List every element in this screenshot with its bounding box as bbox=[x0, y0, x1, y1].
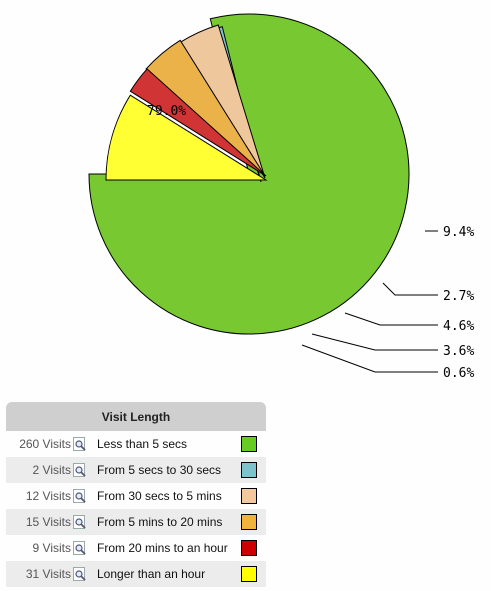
color-swatch bbox=[232, 483, 266, 509]
color-swatch bbox=[232, 457, 266, 483]
magnifier-icon[interactable] bbox=[73, 457, 95, 483]
slice-percent-label-3: 3.6% bbox=[443, 344, 474, 359]
slice-percent-label-1: 79.0% bbox=[147, 104, 186, 119]
pie-chart: 79.0% 0.6% 3.6% 4.6% 2.7% 9.4% bbox=[88, 13, 474, 381]
color-swatch bbox=[232, 535, 266, 561]
slice-percent-label-2: 0.6% bbox=[443, 366, 474, 381]
visit-count: 12 Visits bbox=[25, 489, 71, 503]
legend-header: Visit Length bbox=[6, 402, 266, 431]
magnifier-icon[interactable] bbox=[73, 561, 95, 587]
pie-slice-6 bbox=[105, 94, 268, 181]
leader-line-2 bbox=[301, 344, 438, 373]
visit-length-label: From 30 secs to 5 mins bbox=[97, 489, 222, 503]
legend-row: 9 Visits From 20 mins to an hour bbox=[6, 535, 266, 561]
legend-row: 31 Visits Longer than an hour bbox=[6, 561, 266, 587]
legend-row: 260 Visits Less than 5 secs bbox=[6, 431, 266, 457]
legend-row: 15 Visits From 5 mins to 20 mins bbox=[6, 509, 266, 535]
visit-count: 9 Visits bbox=[32, 541, 71, 555]
visit-length-label: Longer than an hour bbox=[95, 561, 232, 587]
visit-length-label: From 20 mins to an hour bbox=[97, 541, 228, 555]
visit-length-legend: Visit Length 260 Visits Less than 5 secs 2… bbox=[6, 402, 266, 587]
visit-length-label: Less than 5 secs bbox=[97, 437, 188, 451]
legend-row: 2 Visits From 5 secs to 30 secs bbox=[6, 457, 266, 483]
visit-count: 31 Visits bbox=[6, 561, 73, 587]
legend-row: 12 Visits From 30 secs to 5 mins bbox=[6, 483, 266, 509]
visit-count: 2 Visits bbox=[6, 457, 73, 483]
color-swatch bbox=[232, 561, 266, 587]
magnifier-icon[interactable] bbox=[73, 431, 95, 457]
visit-count: 15 Visits bbox=[6, 509, 73, 535]
leader-line-5 bbox=[382, 282, 438, 296]
leader-line-3 bbox=[311, 333, 438, 351]
pie-slice-4 bbox=[145, 39, 266, 177]
color-swatch bbox=[232, 431, 266, 457]
slice-percent-label-4: 4.6% bbox=[443, 319, 474, 334]
slice-percent-label-6: 9.4% bbox=[443, 225, 474, 240]
leader-line-4 bbox=[344, 312, 438, 326]
visit-count: 260 Visits bbox=[19, 437, 71, 451]
color-swatch bbox=[232, 509, 266, 535]
visit-length-label: From 5 mins to 20 mins bbox=[95, 509, 232, 535]
magnifier-icon[interactable] bbox=[73, 535, 95, 561]
magnifier-icon[interactable] bbox=[73, 509, 95, 535]
magnifier-icon[interactable] bbox=[73, 483, 95, 509]
pie-slice-5 bbox=[129, 68, 267, 177]
slice-percent-label-5: 2.7% bbox=[443, 289, 474, 304]
visit-length-label: From 5 secs to 30 secs bbox=[95, 457, 232, 483]
